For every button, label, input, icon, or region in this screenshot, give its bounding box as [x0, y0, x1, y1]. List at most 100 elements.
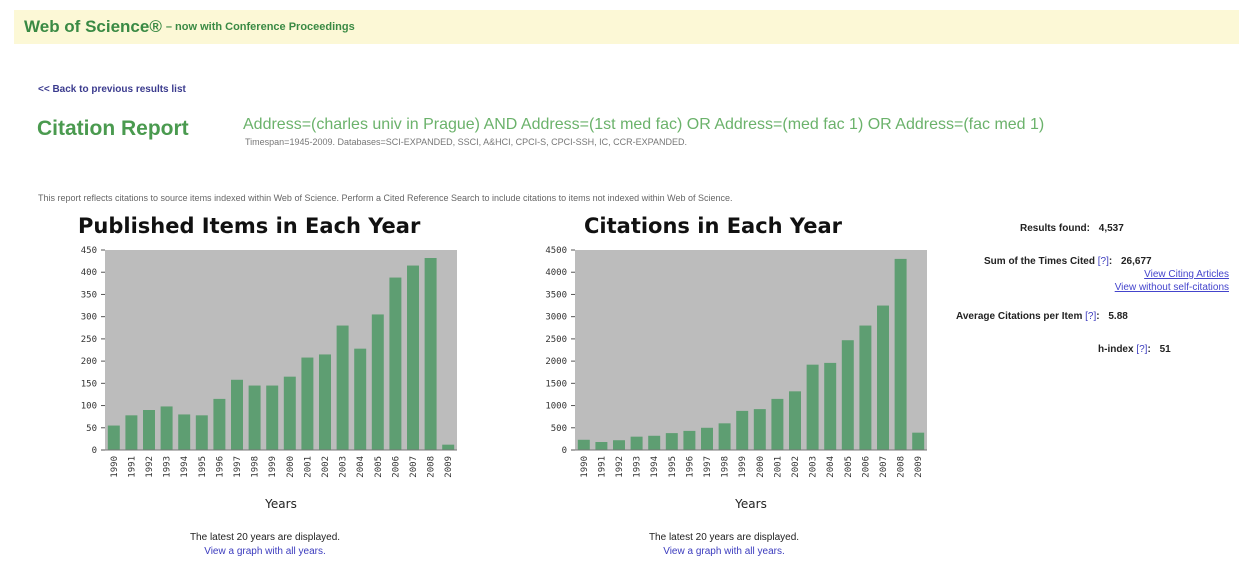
x-tick-label: 1998	[721, 456, 731, 478]
x-tick-label: 2009	[444, 456, 454, 478]
x-tick-label: 2002	[791, 456, 801, 478]
bar-1991	[595, 442, 608, 450]
bar-1992	[613, 440, 625, 450]
timespan-databases: Timespan=1945-2009. Databases=SCI-EXPAND…	[245, 137, 687, 147]
x-tick-label: 2003	[339, 456, 349, 478]
times-cited-value: 26,677	[1120, 256, 1152, 267]
bar-2004	[824, 362, 837, 450]
citations-all-years-link[interactable]: View a graph with all years.	[663, 546, 785, 557]
view-without-self-citations-link[interactable]: View without self-citations	[1114, 282, 1229, 293]
bar-2008	[424, 258, 437, 450]
back-to-results-link[interactable]: << Back to previous results list	[38, 84, 186, 95]
plot-area	[575, 250, 927, 450]
y-tick-label: 0	[92, 446, 97, 456]
bar-2004	[354, 348, 367, 450]
bar-1999	[736, 410, 749, 450]
h-index-row: h-index [?]: 51	[1098, 344, 1171, 355]
x-tick-label: 1992	[145, 456, 155, 478]
x-tick-label: 2002	[321, 456, 331, 478]
bar-1998	[718, 423, 731, 450]
bar-1996	[683, 430, 696, 450]
bar-2006	[389, 277, 402, 450]
bar-2005	[841, 340, 854, 450]
x-tick-label: 1993	[163, 456, 173, 478]
x-tick-label: 1994	[180, 456, 190, 478]
bar-1996	[213, 398, 226, 450]
bar-2000	[753, 409, 766, 450]
x-tick-label: 1995	[668, 456, 678, 478]
bar-2009	[442, 444, 455, 450]
y-tick-label: 150	[81, 379, 97, 389]
bar-2009	[912, 432, 925, 450]
x-tick-label: 1996	[685, 456, 695, 478]
average-citations-value: 5.88	[1108, 311, 1128, 322]
x-tick-label: 1991	[127, 456, 137, 478]
brand-title[interactable]: Web of Science®	[24, 17, 162, 36]
bar-2007	[407, 265, 419, 450]
bar-2001	[771, 398, 784, 450]
x-tick-label: 2001	[773, 456, 783, 478]
x-tick-label: 2008	[897, 456, 907, 478]
average-citations-help-link[interactable]: [?]	[1085, 311, 1097, 322]
y-tick-label: 2500	[545, 335, 567, 345]
x-tick-label: 1994	[650, 456, 660, 478]
header-banner: Web of Science® – now with Conference Pr…	[14, 10, 1239, 44]
bar-1994	[178, 414, 191, 450]
x-tick-label: 2007	[409, 456, 419, 478]
bar-2005	[371, 314, 384, 450]
times-cited-row: Sum of the Times Cited [?]: 26,677	[984, 256, 1152, 267]
x-tick-label: 2003	[809, 456, 819, 478]
bar-1997	[231, 379, 243, 450]
citations-chart-title: Citations in Each Year	[584, 214, 842, 238]
x-tick-label: 2006	[861, 456, 871, 478]
bar-2000	[283, 376, 296, 450]
y-tick-label: 400	[81, 268, 97, 278]
y-tick-label: 500	[551, 424, 567, 434]
times-cited-label: Sum of the Times Cited	[984, 256, 1095, 267]
search-query: Address=(charles univ in Prague) AND Add…	[243, 116, 1045, 133]
x-tick-label: 2004	[356, 456, 366, 478]
published-latest-note: The latest 20 years are displayed.	[189, 532, 341, 543]
x-tick-label: 1990	[580, 456, 590, 478]
bar-1999	[266, 385, 279, 450]
x-tick-label: 2000	[756, 456, 766, 478]
y-tick-label: 1000	[545, 402, 567, 412]
x-tick-label: 2005	[844, 456, 854, 478]
bar-1998	[248, 385, 261, 450]
y-tick-label: 50	[86, 424, 97, 434]
x-tick-label: 2007	[879, 456, 889, 478]
y-tick-label: 2000	[545, 357, 567, 367]
results-found-label: Results found:	[1020, 223, 1090, 234]
average-citations-colon: :	[1096, 311, 1100, 322]
brand-subtitle: – now with Conference Proceedings	[165, 21, 355, 33]
citations-latest-note: The latest 20 years are displayed.	[648, 532, 800, 543]
published-all-years-link[interactable]: View a graph with all years.	[204, 546, 326, 557]
bar-2003	[336, 325, 349, 450]
view-citing-articles-link[interactable]: View Citing Articles	[1144, 269, 1229, 280]
x-axis-label: Years	[734, 497, 767, 511]
x-tick-label: 2006	[391, 456, 401, 478]
bar-1991	[125, 415, 138, 450]
times-cited-colon: :	[1108, 256, 1113, 267]
x-tick-label: 2001	[303, 456, 313, 478]
x-tick-label: 2008	[427, 456, 437, 478]
published-items-chart: 0 50 100 150 200 250 300 350 400 450 1990 1991 1992 1…	[81, 246, 457, 511]
x-tick-label: 2004	[826, 456, 836, 478]
bar-1993	[630, 436, 643, 450]
x-tick-label: 1996	[215, 456, 225, 478]
citations-chart: 0 500 1000 1500 2000 2500 3000 3500 4000 4500 1990…	[545, 246, 927, 511]
x-tick-label: 1993	[633, 456, 643, 478]
bar-2006	[859, 325, 872, 450]
y-tick-label: 4500	[545, 246, 567, 256]
x-axis-label: Years	[264, 497, 297, 511]
x-tick-label: 1990	[110, 456, 120, 478]
bar-2007	[877, 305, 889, 450]
times-cited-help-link[interactable]: [?]	[1097, 256, 1109, 267]
x-tick-label: 2009	[914, 456, 924, 478]
bar-1993	[160, 406, 173, 450]
bar-1997	[701, 427, 713, 450]
x-tick-label: 1995	[198, 456, 208, 478]
h-index-help-link[interactable]: [?]	[1136, 344, 1148, 355]
bar-2003	[806, 364, 819, 450]
h-index-value: 51	[1159, 344, 1171, 355]
